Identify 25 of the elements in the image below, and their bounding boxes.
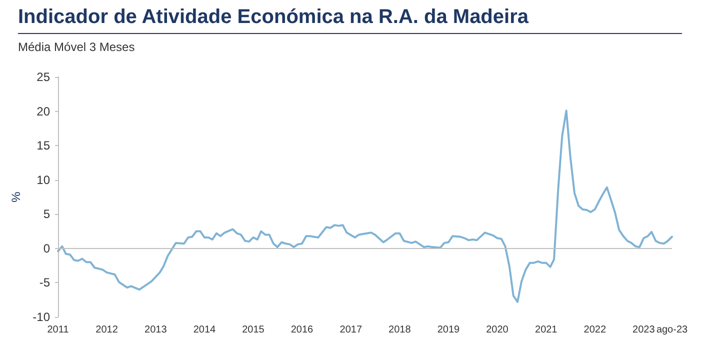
x-tick-label: 2023 — [632, 324, 656, 336]
y-tick-label: 5 — [43, 207, 50, 222]
chart-title: Indicador de Atividade Económica na R.A. da Madeira — [18, 6, 682, 34]
y-tick-label: -10 — [32, 310, 50, 324]
y-tick-label: 20 — [36, 104, 50, 118]
x-tick-label: 2021 — [535, 324, 558, 336]
x-tick-label: 2012 — [96, 324, 118, 336]
x-tick-label: 2020 — [486, 324, 509, 336]
x-tick-label: 2014 — [193, 324, 216, 336]
y-tick-label: 10 — [36, 172, 50, 187]
x-tick-label: ago-23 — [656, 324, 688, 336]
y-tick-label: -5 — [39, 276, 50, 290]
x-tick-label: 2015 — [242, 324, 265, 336]
chart-subtitle: Média Móvel 3 Meses — [18, 40, 135, 54]
x-tick-label: 2022 — [584, 324, 606, 336]
x-tick-label: 2019 — [437, 324, 460, 336]
y-tick-label: 25 — [36, 70, 50, 84]
x-tick-label: 2017 — [340, 324, 362, 336]
x-tick-label: 2018 — [388, 324, 412, 336]
x-tick-label: 2013 — [144, 324, 168, 336]
y-tick-label: 15 — [36, 138, 50, 153]
y-axis-title: % — [8, 191, 23, 202]
y-tick-label: 0 — [43, 241, 50, 256]
x-tick-label: 2016 — [290, 324, 314, 336]
x-tick-label: 2011 — [47, 324, 70, 336]
